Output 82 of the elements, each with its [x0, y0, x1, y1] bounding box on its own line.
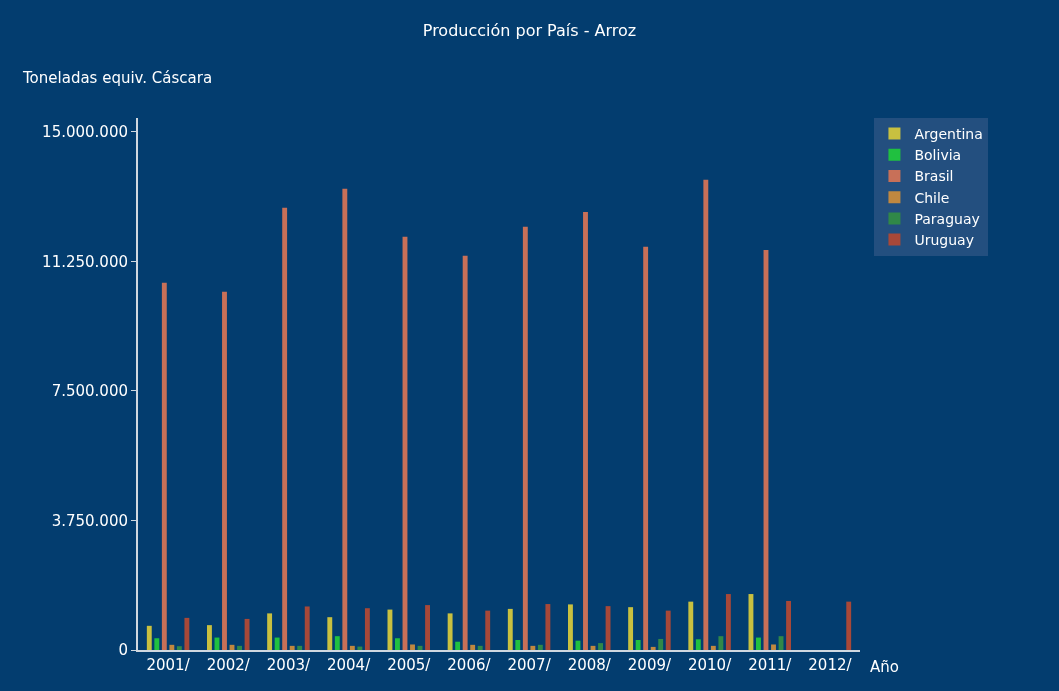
bar: [725, 594, 731, 650]
y-tick-label: 11.250.000: [42, 252, 128, 271]
bar: [169, 644, 175, 650]
bar: [665, 610, 671, 650]
bar: [289, 645, 295, 650]
bar: [425, 605, 430, 650]
y-tick-label: 0: [118, 641, 128, 660]
bar: [695, 639, 701, 650]
bar: [334, 636, 340, 650]
bar: [658, 638, 664, 650]
bar: [267, 613, 273, 650]
bar: [522, 226, 528, 650]
bar: [628, 607, 634, 650]
bar: [846, 601, 852, 650]
bar: [274, 637, 280, 650]
bar: [786, 600, 791, 650]
bar: [643, 246, 649, 650]
x-tick-label: 2003/: [266, 656, 311, 674]
legend-label: Brasil: [914, 168, 954, 185]
y-tick-label: 7.500.000: [51, 382, 128, 401]
bar: [485, 610, 491, 650]
bar: [244, 618, 250, 650]
bar: [688, 601, 694, 650]
x-tick-label: 2007/: [507, 656, 552, 674]
bar: [342, 188, 348, 650]
y-tick-label: 3.750.000: [51, 511, 128, 530]
bar: [756, 637, 761, 650]
bar: [327, 617, 333, 650]
bar: [568, 604, 573, 650]
bar: [447, 613, 453, 650]
y-tick-label: 15.000.000: [42, 123, 128, 142]
bar: [455, 641, 461, 650]
bar: [184, 617, 190, 650]
bar: [410, 644, 415, 650]
x-tick-label: 2010/: [687, 656, 733, 674]
bar: [598, 643, 603, 650]
bar: [507, 608, 513, 650]
legend-label: Chile: [914, 189, 950, 206]
bar: [470, 644, 476, 650]
bar: [207, 625, 212, 650]
bar: [583, 211, 588, 650]
bar: [462, 255, 468, 650]
bar: [537, 644, 543, 650]
legend-label: Argentina: [914, 126, 983, 143]
bar: [364, 608, 370, 650]
x-tick-label: 2009/: [627, 656, 672, 674]
bar: [222, 291, 227, 650]
legend-label: Uruguay: [914, 232, 974, 249]
legend-label: Paraguay: [914, 210, 980, 227]
x-tick-label: 2012/: [808, 656, 853, 674]
chart-title: Producción por País - Arroz: [422, 20, 637, 40]
bar: [515, 639, 521, 650]
bar: [703, 179, 709, 650]
bar: [176, 646, 182, 650]
bar: [605, 606, 611, 650]
bar: [146, 625, 152, 650]
x-tick-label: 2008/: [567, 656, 612, 674]
bar: [650, 646, 656, 650]
bar: [635, 639, 641, 650]
y-axis-title: Toneladas equiv. Cáscara: [22, 69, 213, 87]
bar: [297, 645, 303, 650]
bar: [282, 207, 288, 650]
x-tick-label: 2002/: [206, 656, 251, 674]
bar: [477, 645, 483, 650]
x-tick-label: 2004/: [326, 656, 372, 674]
x-tick-label: 2005/: [387, 656, 432, 674]
legend-label: Bolivia: [914, 147, 962, 164]
bar: [161, 282, 167, 650]
x-tick-label: 2001/: [146, 656, 191, 674]
x-tick-label: 2006/: [447, 656, 492, 674]
bar: [710, 645, 716, 650]
bar: [304, 606, 310, 650]
bar: [395, 638, 400, 650]
x-tick-label: 2011/: [748, 656, 793, 674]
bar: [545, 604, 551, 650]
bar: [154, 638, 160, 650]
x-axis-title: Año: [870, 658, 899, 676]
bar: [237, 645, 242, 650]
bar: [718, 636, 724, 650]
bar: [530, 645, 536, 650]
bar: [771, 644, 776, 650]
bar: [349, 645, 355, 650]
